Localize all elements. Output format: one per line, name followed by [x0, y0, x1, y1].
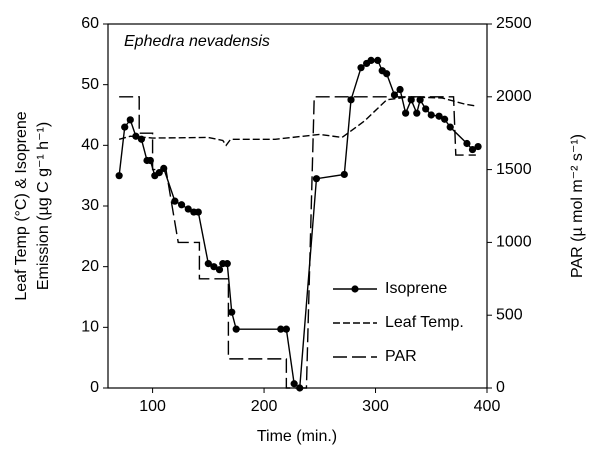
legend-label: Leaf Temp. [385, 314, 464, 331]
data-point [435, 112, 443, 120]
data-point [312, 175, 321, 183]
y-tick-label: 10 [81, 319, 99, 336]
data-point [115, 172, 123, 180]
data-point [347, 96, 355, 104]
series-line [118, 96, 476, 147]
series-line [119, 96, 476, 389]
y2-tick-label: 2500 [496, 15, 532, 32]
x-tick-label: 400 [474, 398, 501, 415]
data-point [210, 263, 218, 271]
data-point [290, 380, 298, 388]
y-tick-label: 60 [81, 15, 99, 32]
data-point [427, 111, 435, 119]
data-point [441, 115, 449, 123]
data-point [416, 96, 424, 104]
data-point [474, 142, 482, 151]
data-point [396, 85, 404, 94]
y-tick-label: 40 [81, 137, 99, 154]
data-point [121, 123, 129, 131]
data-point [374, 56, 382, 64]
data-point [171, 197, 179, 205]
data-point [402, 109, 410, 117]
data-point [367, 56, 375, 64]
data-point [194, 208, 202, 216]
x-tick-label: 100 [139, 398, 166, 415]
legend-label: Isoprene [385, 280, 447, 297]
data-point [422, 105, 430, 113]
data-point [232, 325, 240, 333]
data-point [357, 64, 365, 72]
data-point [132, 132, 140, 140]
y-tick-label: 50 [81, 76, 99, 93]
y-tick-label: 30 [81, 197, 99, 214]
legend-marker [351, 285, 359, 293]
y-tick-label: 20 [81, 258, 99, 275]
y2-tick-label: 2000 [496, 88, 532, 105]
data-point [184, 205, 192, 213]
plot-frame [107, 23, 488, 389]
data-point [282, 325, 290, 333]
data-point [413, 109, 421, 117]
data-point [468, 145, 477, 154]
data-point [223, 260, 231, 268]
x-tick-label: 300 [362, 398, 389, 415]
data-point [155, 169, 163, 177]
data-point [177, 201, 186, 209]
legend-label: PAR [385, 348, 417, 365]
y-axis-label: Leaf Temp (°C) & Isoprene [13, 111, 30, 300]
data-point [277, 325, 285, 333]
data-point [126, 116, 134, 124]
data-point [383, 70, 391, 78]
y2-tick-label: 1500 [496, 161, 532, 178]
data-point [446, 123, 454, 131]
data-point [215, 266, 224, 274]
x-axis-label: Time (min.) [257, 428, 337, 445]
annotation: Ephedra nevadensis [124, 33, 270, 50]
y-axis-label: Emission (µg C g⁻¹ h⁻¹) [35, 122, 52, 290]
data-point [463, 139, 471, 148]
y2-tick-label: 500 [496, 306, 523, 323]
y2-tick-label: 1000 [496, 234, 532, 251]
data-point [204, 260, 212, 268]
y-tick-label: 0 [90, 379, 99, 396]
data-point [340, 170, 348, 179]
data-point [407, 96, 415, 104]
y2-axis-label: PAR (µ mol m⁻² s⁻¹) [569, 134, 586, 278]
y2-tick-label: 0 [496, 379, 505, 396]
x-tick-label: 200 [251, 398, 278, 415]
data-point [228, 308, 236, 316]
